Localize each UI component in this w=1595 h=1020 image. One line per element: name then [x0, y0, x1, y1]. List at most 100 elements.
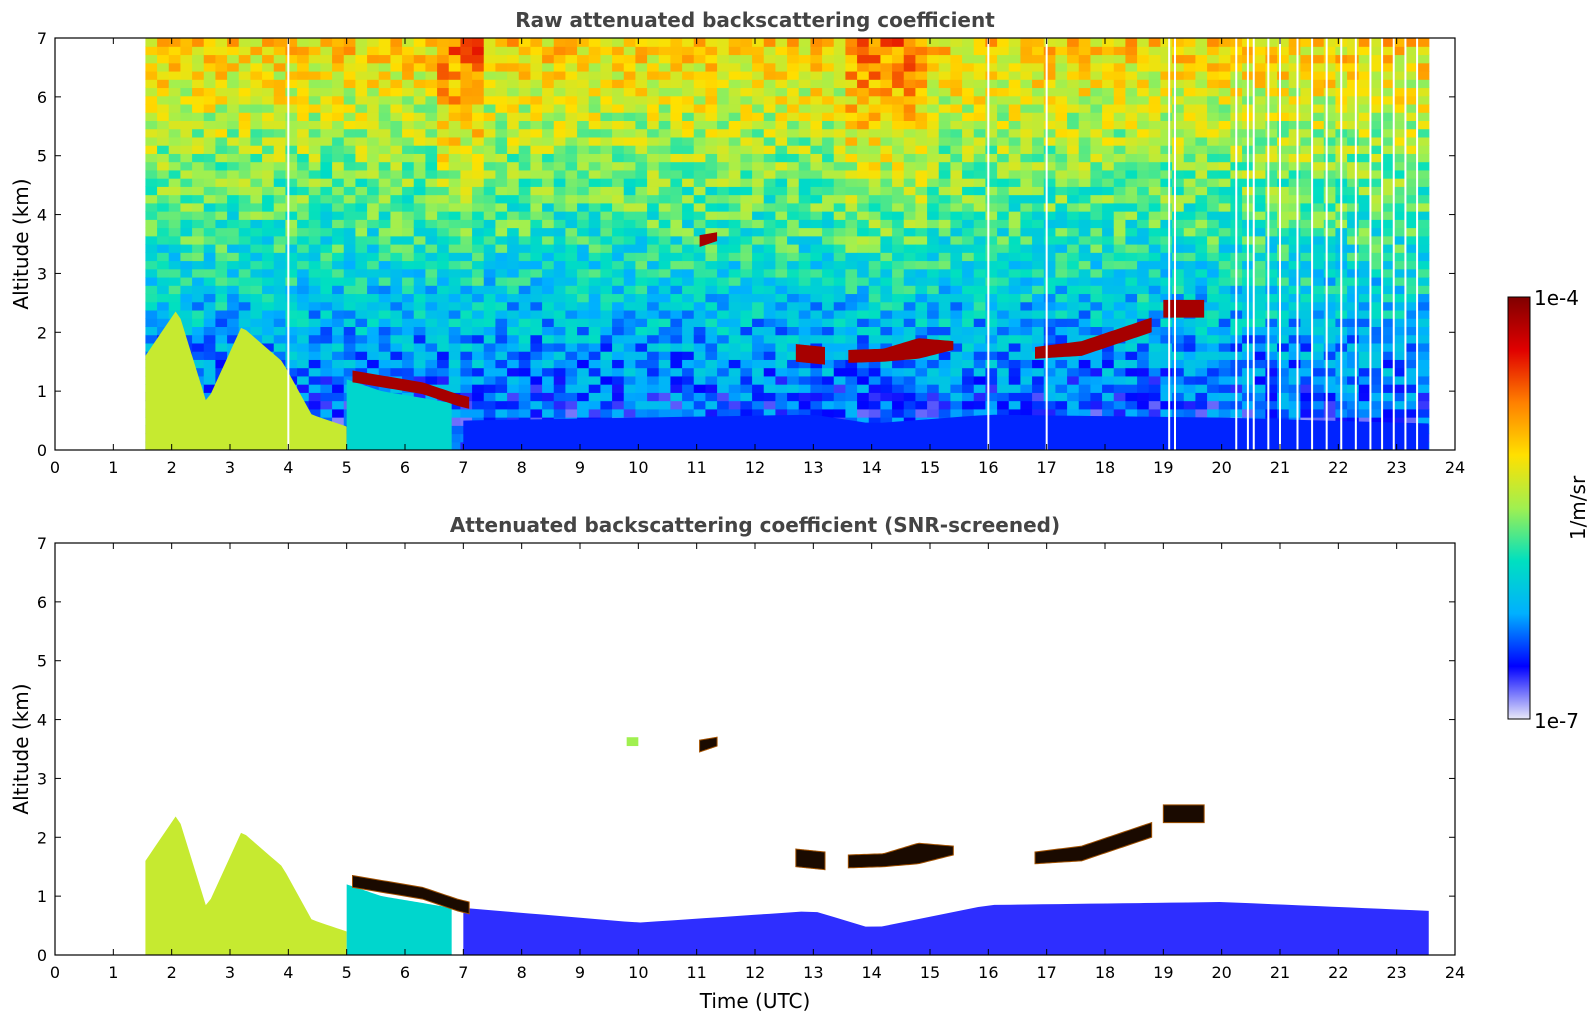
noise-cell [623, 384, 637, 393]
noise-cell [180, 318, 193, 327]
noise-cell [868, 112, 882, 121]
noise-cell [437, 70, 450, 80]
noise-cell [612, 276, 625, 286]
noise-cell [787, 408, 800, 418]
noise-cell [472, 145, 485, 154]
noise-cell [320, 112, 333, 121]
noise-cell [728, 95, 742, 105]
noise-cell [950, 211, 963, 220]
noise-cell [1172, 211, 1185, 220]
noise-cell [752, 400, 765, 410]
noise-cell [693, 112, 707, 121]
noise-cell [203, 326, 217, 336]
noise-cell [1043, 79, 1057, 89]
noise-cell [1300, 211, 1313, 220]
noise-cell [927, 375, 940, 385]
noise-cell [997, 400, 1010, 410]
noise-cell [565, 87, 578, 97]
noise-cell [483, 186, 497, 196]
noise-cell [740, 342, 753, 352]
noise-cell [1125, 227, 1138, 237]
noise-cell [1195, 392, 1208, 402]
noise-cell [355, 54, 368, 64]
noise-cell [332, 54, 345, 64]
noise-cell [530, 128, 543, 138]
noise-cell [1172, 334, 1185, 344]
noise-cell [507, 293, 520, 303]
noise-cell [1008, 392, 1022, 402]
noise-cell [542, 375, 555, 385]
noise-cell [565, 54, 578, 64]
noise-cell [460, 285, 473, 295]
noise-cell [425, 293, 438, 303]
noise-cell [402, 227, 415, 237]
noise-cell [1043, 326, 1057, 336]
noise-cell [425, 194, 438, 204]
noise-cell [880, 70, 893, 80]
noise-cell [553, 285, 567, 295]
noise-cell [857, 202, 870, 212]
noise-cell [962, 293, 975, 303]
noise-cell [285, 367, 298, 377]
noise-cell [203, 87, 217, 97]
noise-cell [1253, 202, 1267, 212]
noise-cell [145, 128, 158, 138]
noise-cell [868, 268, 882, 278]
noise-cell [810, 244, 823, 253]
noise-cell [332, 178, 345, 187]
noise-cell [472, 169, 485, 179]
noise-cell [892, 417, 905, 426]
noise-cell [857, 178, 870, 187]
noise-cell [868, 408, 882, 418]
noise-cell [1253, 384, 1267, 393]
noise-cell [1008, 62, 1022, 72]
noise-cell [588, 276, 602, 286]
noise-cell [320, 318, 333, 327]
noise-cell [215, 112, 228, 121]
noise-cell [1043, 285, 1057, 295]
noise-cell [670, 178, 683, 187]
noise-cell [740, 334, 753, 344]
noise-cell [1125, 194, 1138, 204]
noise-cell [623, 367, 637, 377]
noise-cell [437, 161, 450, 171]
noise-cell [728, 276, 742, 286]
noise-cell [1265, 276, 1278, 286]
noise-cell [950, 136, 963, 146]
noise-cell [740, 112, 753, 121]
noise-cell [623, 293, 637, 303]
noise-cell [647, 202, 660, 212]
noise-cell [238, 268, 252, 278]
noise-cell [868, 392, 882, 402]
noise-cell [787, 161, 800, 171]
noise-cell [728, 54, 742, 64]
noise-cell [157, 38, 170, 47]
noise-cell [425, 268, 438, 278]
noise-cell [1253, 38, 1267, 47]
noise-cell [1032, 309, 1045, 319]
noise-cell [308, 252, 322, 262]
noise-cell [402, 301, 415, 311]
noise-cell [635, 276, 648, 286]
noise-cell [378, 38, 392, 47]
noise-cell [530, 268, 543, 278]
noise-cell [262, 153, 275, 163]
noise-cell [157, 244, 170, 253]
noise-cell [1055, 87, 1068, 97]
noise-cell [530, 202, 543, 212]
noise-cell [577, 186, 590, 196]
noise-cell [1183, 285, 1197, 295]
noise-cell [1195, 178, 1208, 187]
noise-cell [1043, 359, 1057, 369]
noise-cell [343, 153, 357, 163]
noise-cell [763, 227, 777, 237]
noise-cell [1218, 54, 1232, 64]
noise-cell [938, 301, 952, 311]
noise-cell [308, 408, 322, 418]
noise-cell [670, 120, 683, 130]
noise-cell [985, 293, 998, 303]
noise-cell [1032, 128, 1045, 138]
noise-cell [1183, 244, 1197, 253]
noise-cell [635, 38, 648, 47]
noise-cell [343, 95, 357, 105]
